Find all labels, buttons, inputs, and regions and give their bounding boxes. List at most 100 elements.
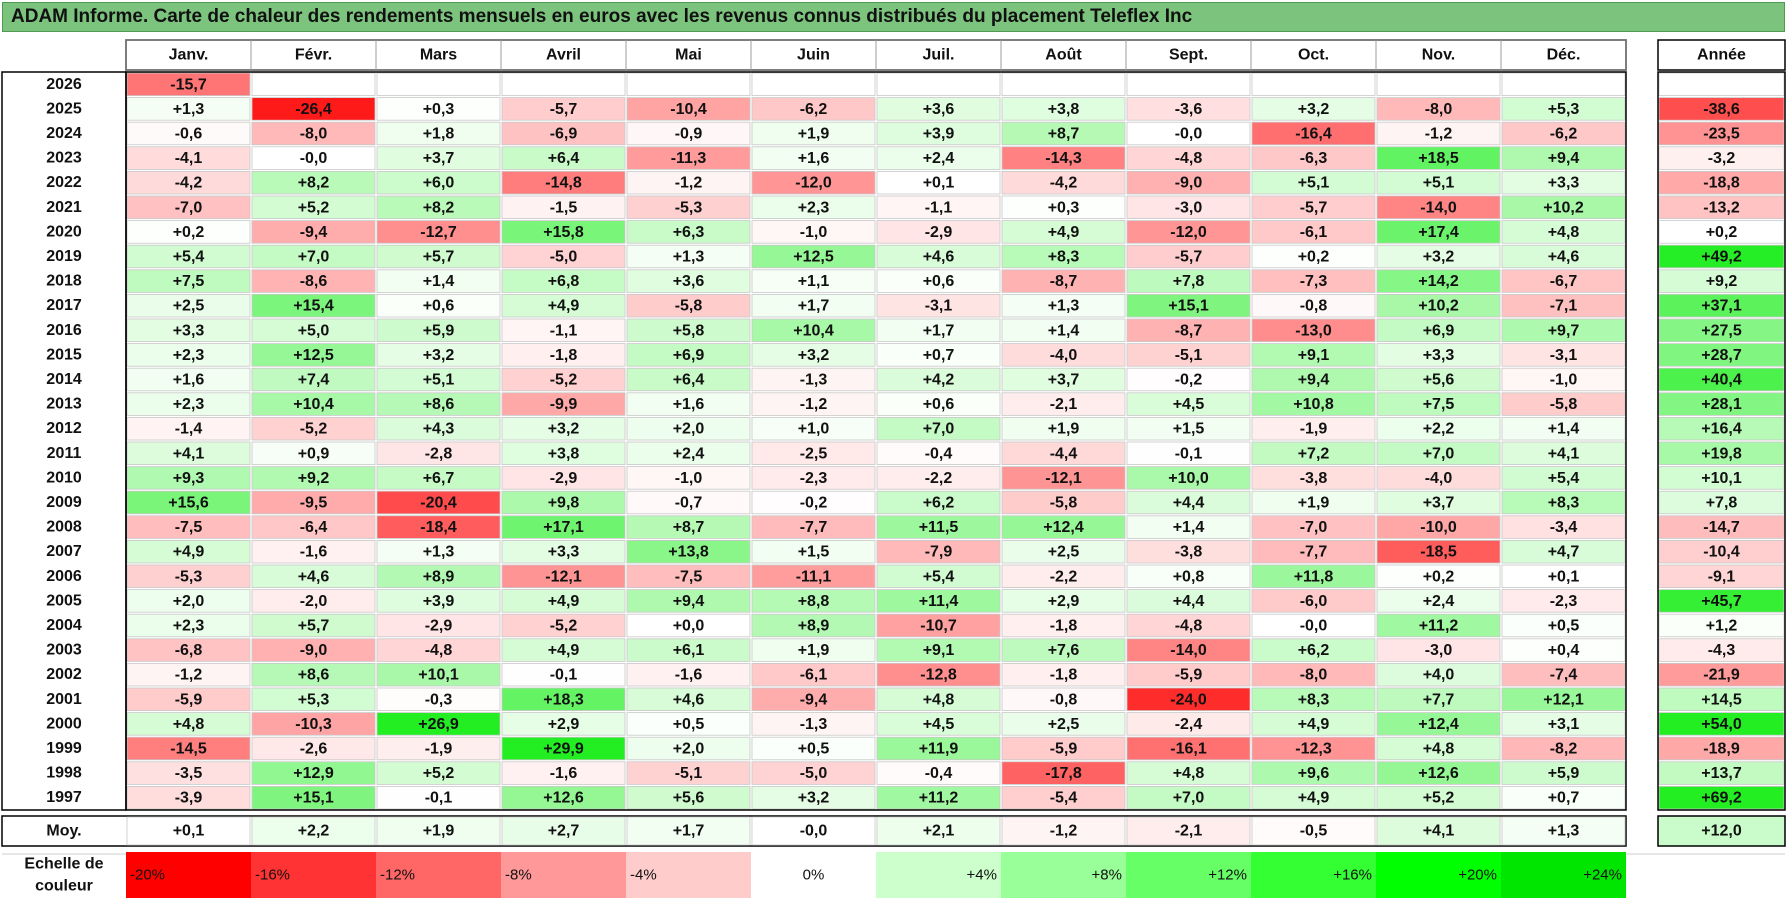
heatmap-cell xyxy=(1251,343,1376,367)
heatmap-cell-value: -5,8 xyxy=(1550,396,1578,413)
heatmap-cell-value: +1,4 xyxy=(1048,322,1080,339)
heatmap-cell xyxy=(251,638,376,662)
heatmap-cell-value: +0,8 xyxy=(1173,568,1205,585)
annual-cell-value: -18,9 xyxy=(1703,741,1740,758)
heatmap-cell-value: -4,8 xyxy=(1175,150,1203,167)
heatmap-cell xyxy=(376,392,501,416)
heatmap-cell-value: +29,9 xyxy=(543,741,584,758)
heatmap-cell-value: -16,4 xyxy=(1295,126,1332,143)
heatmap-cell xyxy=(1251,613,1376,638)
heatmap-cell-value: +9,8 xyxy=(548,495,580,512)
heatmap-cell xyxy=(876,293,1001,318)
scale-swatch-label: 0% xyxy=(803,867,825,884)
heatmap-cell-value: -14,0 xyxy=(1170,642,1207,659)
heatmap-cell xyxy=(1001,613,1126,638)
heatmap-cell-value: +17,4 xyxy=(1418,224,1459,241)
month-header-label: Oct. xyxy=(1298,47,1329,64)
heatmap-cell xyxy=(626,441,751,466)
heatmap-cell-value: +1,3 xyxy=(423,544,455,561)
heatmap-cell-value: -20,4 xyxy=(420,495,457,512)
heatmap-cell-value: -1,1 xyxy=(550,322,578,339)
annual-cell xyxy=(1658,663,1785,687)
heatmap-cell-value: -3,6 xyxy=(1175,101,1203,118)
heatmap-cell xyxy=(126,318,251,343)
heatmap-cell xyxy=(1501,441,1626,466)
annual-cell xyxy=(1658,367,1785,392)
heatmap-cell xyxy=(1376,589,1501,613)
grid-border xyxy=(125,71,1627,811)
heatmap-cell xyxy=(251,244,376,269)
heatmap-cell-value: +6,9 xyxy=(1423,322,1455,339)
heatmap-cell-value: +15,4 xyxy=(293,298,334,315)
heatmap-cell xyxy=(501,293,626,318)
heatmap-cell-value: +8,3 xyxy=(1298,691,1330,708)
heatmap-cell xyxy=(1251,441,1376,466)
heatmap-cell-value: -0,0 xyxy=(1175,126,1203,143)
annual-cell-value: +28,7 xyxy=(1701,347,1742,364)
heatmap-cell xyxy=(626,170,751,195)
heatmap-cell-value: +3,2 xyxy=(1298,101,1330,118)
heatmap-cell-value: -5,7 xyxy=(1300,199,1328,216)
heatmap-cell xyxy=(1126,195,1251,220)
scale-swatch xyxy=(251,852,376,898)
heatmap-cell xyxy=(1376,540,1501,564)
heatmap-cell xyxy=(1376,687,1501,712)
average-cell-value: -0,5 xyxy=(1300,823,1328,840)
heatmap-cell-value: -3,0 xyxy=(1425,642,1453,659)
heatmap-cell-value: -3,8 xyxy=(1175,544,1203,561)
heatmap-cell-value: +11,8 xyxy=(1294,568,1334,585)
heatmap-cell-value: +8,6 xyxy=(423,396,455,413)
heatmap-cell-value: -18,5 xyxy=(1420,544,1457,561)
scale-swatch-label: +20% xyxy=(1458,867,1497,884)
heatmap-cell-value: +3,2 xyxy=(548,421,580,438)
heatmap-cell-value: +7,0 xyxy=(1423,445,1455,462)
heatmap-cell-value: +5,7 xyxy=(298,618,330,635)
heatmap-cell-value: +2,5 xyxy=(1048,716,1080,733)
heatmap-cell-value: +3,6 xyxy=(673,273,705,290)
scale-swatch xyxy=(126,852,251,898)
scale-swatch xyxy=(751,852,876,898)
heatmap-cell xyxy=(501,269,626,293)
heatmap-cell-value: +10,1 xyxy=(418,667,459,684)
heatmap-cell-value: +0,0 xyxy=(673,618,705,635)
heatmap-cell-value: -5,3 xyxy=(675,199,703,216)
heatmap-cell-value: +15,6 xyxy=(168,495,209,512)
heatmap-cell xyxy=(126,343,251,367)
heatmap-cell-value: +8,2 xyxy=(298,175,330,192)
heatmap-cell xyxy=(126,712,251,736)
heatmap-cell xyxy=(251,687,376,712)
heatmap-cell xyxy=(376,121,501,146)
heatmap-cell-value: +1,9 xyxy=(798,642,830,659)
heatmap-cell-value: +5,3 xyxy=(298,691,330,708)
heatmap-cell xyxy=(1126,97,1251,121)
heatmap-cell-value: -14,3 xyxy=(1045,150,1082,167)
heatmap-cell xyxy=(1251,515,1376,539)
scale-swatch-label: -4% xyxy=(630,867,657,884)
heatmap-cell xyxy=(1001,146,1126,170)
heatmap-cell xyxy=(1501,761,1626,785)
heatmap-cell-value: +4,9 xyxy=(548,298,580,315)
average-cell xyxy=(1001,816,1126,846)
heatmap-cell-value: +10,0 xyxy=(1168,470,1209,487)
month-header-label: Févr. xyxy=(295,47,332,64)
heatmap-cell xyxy=(1376,220,1501,244)
heatmap-cell xyxy=(1251,97,1376,121)
scale-title-line2: couleur xyxy=(35,878,93,895)
heatmap-cell xyxy=(1501,195,1626,220)
annual-cell xyxy=(1658,613,1785,638)
heatmap-cell-value: +0,3 xyxy=(1048,199,1080,216)
heatmap-cell xyxy=(751,244,876,269)
heatmap-cell xyxy=(501,121,626,146)
heatmap-cell xyxy=(1251,170,1376,195)
heatmap-cell-value: -8,0 xyxy=(300,126,328,143)
heatmap-cell xyxy=(1001,269,1126,293)
heatmap-cell xyxy=(501,638,626,662)
heatmap-cell xyxy=(876,490,1001,515)
heatmap-cell xyxy=(1001,786,1126,810)
heatmap-cell xyxy=(751,72,876,97)
heatmap-cell-value: +1,8 xyxy=(423,126,455,143)
heatmap-cell xyxy=(376,343,501,367)
scale-swatch xyxy=(1251,852,1376,898)
heatmap-cell xyxy=(126,220,251,244)
heatmap-cell-value: +2,3 xyxy=(173,347,205,364)
